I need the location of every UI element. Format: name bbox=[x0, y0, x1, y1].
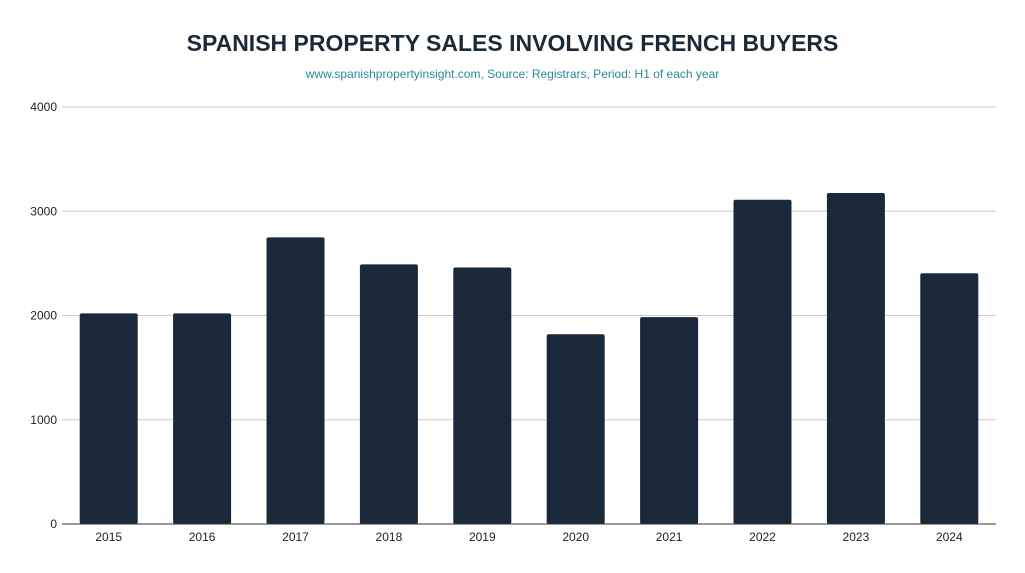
bar-2023 bbox=[826, 193, 885, 524]
x-tick-label: 2018 bbox=[376, 530, 403, 544]
bar-2022 bbox=[733, 199, 792, 524]
bar-2018 bbox=[359, 264, 418, 524]
chart-title: SPANISH PROPERTY SALES INVOLVING FRENCH … bbox=[186, 30, 839, 56]
y-axis-tick-labels: 0 1000 2000 3000 4000 bbox=[30, 100, 57, 531]
bar-2015 bbox=[79, 313, 138, 524]
x-tick-label: 2021 bbox=[656, 530, 683, 544]
x-tick-label: 2019 bbox=[469, 530, 496, 544]
x-tick-label: 2016 bbox=[189, 530, 216, 544]
y-tick-label: 1000 bbox=[30, 413, 57, 427]
bar-2017 bbox=[266, 237, 325, 524]
y-tick-label: 0 bbox=[50, 517, 57, 531]
x-tick-label: 2020 bbox=[562, 530, 589, 544]
x-axis-tick-labels: 2015 2016 2017 2018 2019 2020 2021 2022 2023 2024 bbox=[95, 530, 963, 544]
bar-2019 bbox=[453, 267, 512, 524]
y-tick-label: 4000 bbox=[30, 100, 57, 114]
bar-2024 bbox=[920, 273, 979, 524]
x-tick-label: 2015 bbox=[95, 530, 122, 544]
chart-subtitle: www.spanishpropertyinsight.com, Source: … bbox=[305, 67, 720, 81]
bar-2020 bbox=[546, 334, 605, 524]
x-tick-label: 2022 bbox=[749, 530, 776, 544]
y-tick-label: 2000 bbox=[30, 309, 57, 323]
x-tick-label: 2023 bbox=[843, 530, 870, 544]
bars bbox=[79, 193, 979, 524]
bar-2016 bbox=[173, 313, 232, 524]
bar-2021 bbox=[640, 317, 699, 524]
y-tick-label: 3000 bbox=[30, 204, 57, 218]
x-tick-label: 2017 bbox=[282, 530, 309, 544]
x-tick-label: 2024 bbox=[936, 530, 963, 544]
